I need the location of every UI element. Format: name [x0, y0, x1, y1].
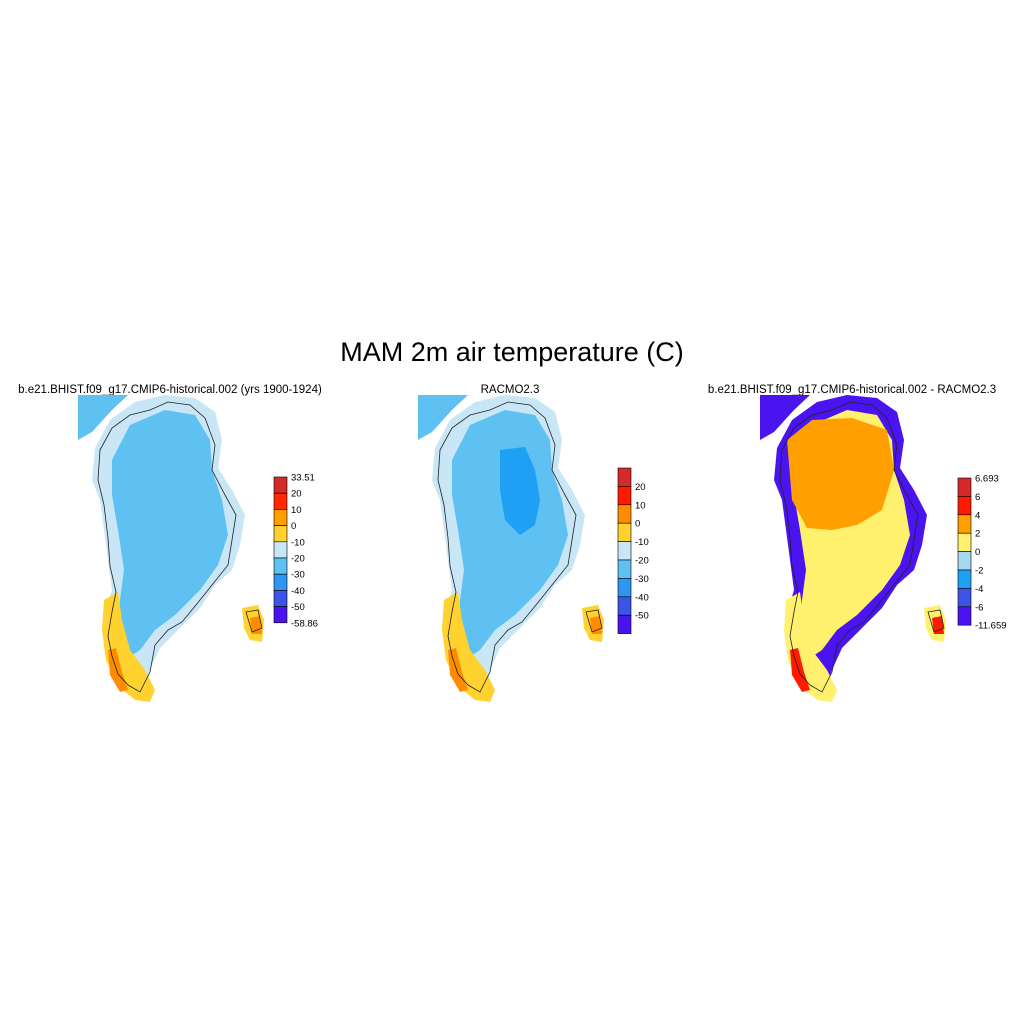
coastline: [779, 401, 919, 693]
colorbar-cell: [617, 522, 632, 542]
island-coastline: [927, 609, 945, 633]
colorbar-cell: [273, 573, 288, 591]
colorbar-tick-label: -50: [635, 611, 649, 622]
colorbar-tick-label: 10: [291, 505, 302, 516]
colorbar-tick-label: 6.693: [975, 474, 999, 485]
colorbar-tick-label: -2: [975, 566, 983, 577]
panel-title-model: b.e21.BHIST.f09_g17.CMIP6-historical.002…: [18, 384, 322, 396]
colorbar-tick-label: -30: [635, 574, 649, 585]
colorbar-tick-label: 10: [635, 500, 646, 511]
colorbar-difference: 6.693 6 4 2 0 -2 -4 -6 -11.659: [957, 474, 1007, 632]
colorbar-cell: [617, 504, 632, 524]
greenland-fill-model: [78, 395, 264, 702]
colorbar-cell: [617, 596, 632, 616]
colorbar-tick-label: -40: [635, 592, 649, 603]
colorbar-tick-label: -20: [635, 556, 649, 567]
colorbar-tick-label: -50: [291, 602, 305, 613]
colorbar-cell: [617, 578, 632, 598]
ellesmere-corner: [78, 395, 128, 440]
ellesmere-corner: [760, 395, 810, 440]
colorbar-cell: [617, 467, 632, 487]
colorbar-cell: [273, 606, 288, 624]
colorbar-cell: [957, 532, 972, 552]
greenland-fill-racmo: [418, 395, 604, 702]
colorbar-cell: [273, 541, 288, 559]
colorbar-cell: [617, 486, 632, 506]
colorbar-tick-label: -6: [975, 602, 983, 613]
colorbar-cell: [273, 476, 288, 494]
colorbar-cell: [957, 588, 972, 608]
colorbar-tick-label: -20: [291, 554, 305, 565]
colorbar-tick-label: 4: [975, 510, 980, 521]
ice-interior: [452, 410, 568, 660]
figure-title: MAM 2m air temperature (C): [340, 337, 684, 367]
colorbar-tick-label: 0: [635, 519, 640, 530]
colorbar-tick-label: 20: [635, 482, 646, 493]
colorbar-tick-label: -10: [635, 537, 649, 548]
map-racmo: [418, 395, 604, 702]
colorbar-tick-label: 2: [975, 529, 980, 540]
colorbar-tick-label: -58.86: [291, 618, 318, 629]
colorbar-cell: [617, 559, 632, 579]
colorbar-tick-label: 6: [975, 492, 980, 503]
ellesmere-corner: [418, 395, 468, 440]
colorbar-cell: [617, 541, 632, 561]
panel-title-difference: b.e21.BHIST.f09_g17.CMIP6-historical.002…: [708, 384, 996, 396]
colorbar-tick-label: -11.659: [975, 621, 1007, 632]
coastline-racmo: [437, 401, 603, 693]
map-difference: [760, 395, 946, 702]
colorbar-tick-label: -4: [975, 584, 983, 595]
island-coastline: [585, 609, 603, 633]
colorbar-cell: [957, 496, 972, 516]
coastline: [97, 401, 237, 693]
panel-title-racmo: RACMO2.3: [481, 384, 540, 396]
colorbar-cell: [957, 606, 972, 626]
coastline-model: [97, 401, 263, 693]
colorbar-tick-label: 33.51: [291, 473, 315, 484]
colorbar-tick-label: 20: [291, 489, 302, 500]
colorbar-cell: [957, 514, 972, 534]
panel-model: b.e21.BHIST.f09_g17.CMIP6-historical.002…: [18, 384, 322, 702]
island-coastline: [245, 609, 263, 633]
colorbar-racmo: 20 10 0 -10 -20 -30 -40 -50: [617, 467, 649, 634]
map-model: [78, 395, 264, 702]
colorbar-tick-label: -30: [291, 570, 305, 581]
colorbar-cell: [273, 590, 288, 607]
coastline-difference: [779, 401, 945, 693]
colorbar-cell: [273, 509, 288, 526]
ice-interior: [112, 410, 228, 660]
panel-racmo: RACMO2.3 20 10 0 -10 -20 -30 -40 -50: [418, 384, 649, 702]
panel-difference: b.e21.BHIST.f09_g17.CMIP6-historical.002…: [708, 384, 1007, 702]
greenland-fill-difference: [760, 395, 946, 702]
coastline: [437, 401, 577, 693]
colorbar-cell: [273, 492, 288, 510]
colorbar-cell: [617, 614, 632, 634]
colorbar-tick-label: -10: [291, 537, 305, 548]
colorbar-tick-label: 0: [975, 547, 980, 558]
colorbar-cell: [273, 525, 288, 543]
ice-core: [787, 418, 894, 530]
ice-core: [500, 447, 540, 535]
colorbar-model: 33.51 20 10 0 -10 -20 -30 -40 -50 -58.86: [273, 473, 318, 629]
colorbar-cell: [957, 551, 972, 571]
colorbar-cell: [957, 569, 972, 589]
colorbar-cell: [273, 557, 288, 575]
colorbar-tick-label: 0: [291, 521, 296, 532]
colorbar-cell: [957, 477, 972, 497]
colorbar-tick-label: -40: [291, 586, 305, 597]
